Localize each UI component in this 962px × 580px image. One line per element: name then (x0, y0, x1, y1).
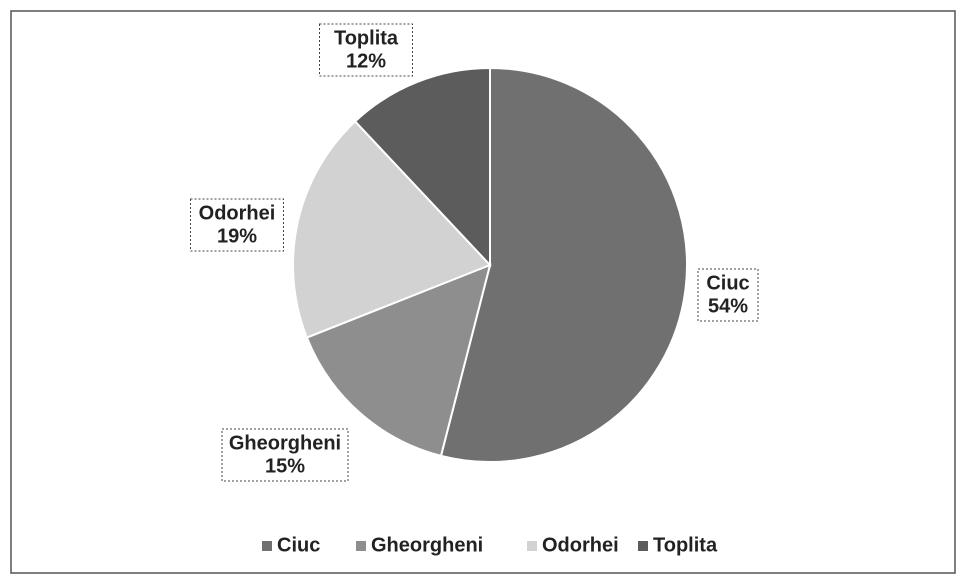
data-label-value: 54% (708, 295, 748, 317)
legend-swatch (356, 541, 366, 551)
data-label-box (319, 23, 413, 77)
data-label-box (190, 198, 284, 252)
data-label-name: Ciuc (706, 272, 749, 294)
data-label-box (697, 268, 759, 322)
data-label-box (221, 428, 349, 482)
data-label-value: 15% (265, 455, 305, 477)
data-label-value: 12% (346, 50, 386, 72)
data-label-name: Toplita (334, 27, 399, 49)
legend-label: Gheorgheni (371, 534, 483, 556)
pie-slice (353, 66, 491, 268)
data-label-value: 19% (217, 225, 257, 247)
data-label-name: Gheorgheni (229, 432, 341, 454)
legend-label: Toplita (653, 534, 718, 556)
data-label-name: Odorhei (199, 202, 276, 224)
legend-label: Ciuc (277, 534, 320, 556)
legend-swatch (262, 541, 272, 551)
pie-slice (439, 66, 688, 463)
legend-swatch (527, 541, 537, 551)
pie-slice (305, 263, 492, 458)
legend-swatch (638, 541, 648, 551)
legend-label: Odorhei (542, 534, 619, 556)
pie-slice (292, 119, 492, 339)
